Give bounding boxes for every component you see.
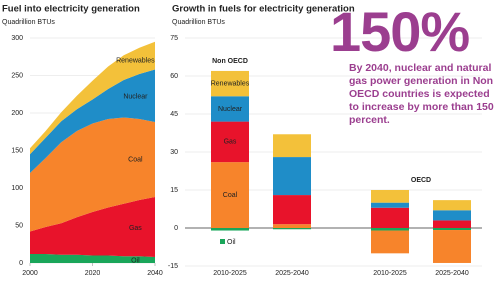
area bbox=[30, 117, 155, 232]
bar-segment bbox=[211, 70, 249, 97]
y-tick-label: 150 bbox=[11, 147, 23, 154]
y-tick-label: 75 bbox=[170, 35, 178, 42]
segment-label: Renewables bbox=[211, 80, 250, 87]
bar-segment bbox=[433, 200, 471, 211]
bar-segment bbox=[433, 228, 471, 231]
chart-subtitle: Quadrillion BTUs bbox=[172, 19, 225, 26]
group-label: Non OECD bbox=[212, 58, 248, 65]
x-tick-label: 2025-2040 bbox=[435, 270, 469, 277]
y-tick-label: 0 bbox=[174, 225, 178, 232]
x-tick-label: 2025-2040 bbox=[275, 270, 309, 277]
area-label: Gas bbox=[129, 225, 142, 232]
segment-label: Gas bbox=[224, 139, 237, 146]
segment-label: Nuclear bbox=[218, 106, 243, 113]
group-label: OECD bbox=[411, 177, 431, 184]
y-tick-label: 15 bbox=[170, 187, 178, 194]
bar-segment bbox=[211, 228, 249, 231]
x-tick-label: 2000 bbox=[22, 270, 38, 277]
y-tick-label: 45 bbox=[170, 111, 178, 118]
x-tick-label: 2040 bbox=[147, 270, 163, 277]
y-tick-label: 0 bbox=[19, 260, 23, 267]
bar-segment bbox=[273, 228, 311, 230]
x-tick-label: 2010-2025 bbox=[373, 270, 407, 277]
bar-segment bbox=[273, 195, 311, 225]
chart-subtitle: Quadrillion BTUs bbox=[2, 19, 55, 26]
legend-swatch bbox=[220, 239, 225, 244]
bar-segment bbox=[273, 134, 311, 158]
area bbox=[30, 197, 155, 257]
y-tick-label: 60 bbox=[170, 73, 178, 80]
y-tick-label: -15 bbox=[168, 263, 178, 270]
y-tick-label: 300 bbox=[11, 35, 23, 42]
bar-segment bbox=[273, 224, 311, 228]
y-tick-label: 50 bbox=[15, 222, 23, 229]
bar-segment bbox=[211, 121, 249, 163]
bar-segment bbox=[211, 162, 249, 228]
bar-segment bbox=[371, 228, 409, 231]
area-label: Oil bbox=[131, 257, 140, 264]
bar-segment bbox=[433, 230, 471, 263]
bar-segment bbox=[433, 220, 471, 228]
segment-label: Oil bbox=[227, 239, 236, 246]
bar-segment bbox=[273, 157, 311, 196]
bar-segment bbox=[371, 207, 409, 228]
y-tick-label: 30 bbox=[170, 149, 178, 156]
callout-text: By 2040, nuclear and natural gas power g… bbox=[349, 62, 494, 126]
bar-segment bbox=[371, 190, 409, 203]
y-tick-label: 100 bbox=[11, 185, 23, 192]
callout-headline: 150% bbox=[330, 0, 470, 63]
x-tick-label: 2020 bbox=[85, 270, 101, 277]
area-label: Coal bbox=[128, 156, 143, 163]
x-tick-label: 2010-2025 bbox=[213, 270, 247, 277]
bar-segment bbox=[371, 202, 409, 208]
bar-segment bbox=[371, 230, 409, 254]
area-label: Nuclear bbox=[123, 93, 148, 100]
bar-segment bbox=[211, 96, 249, 122]
area bbox=[30, 41, 155, 155]
chart-title: Growth in fuels for electricity generati… bbox=[172, 4, 355, 15]
segment-label: Coal bbox=[223, 192, 238, 199]
chart-title: Fuel into electricity generation bbox=[2, 4, 140, 15]
y-tick-label: 200 bbox=[11, 110, 23, 117]
bar-segment bbox=[433, 210, 471, 221]
area bbox=[30, 69, 155, 173]
area-label: Renewables bbox=[116, 58, 155, 65]
y-tick-label: 250 bbox=[11, 72, 23, 79]
